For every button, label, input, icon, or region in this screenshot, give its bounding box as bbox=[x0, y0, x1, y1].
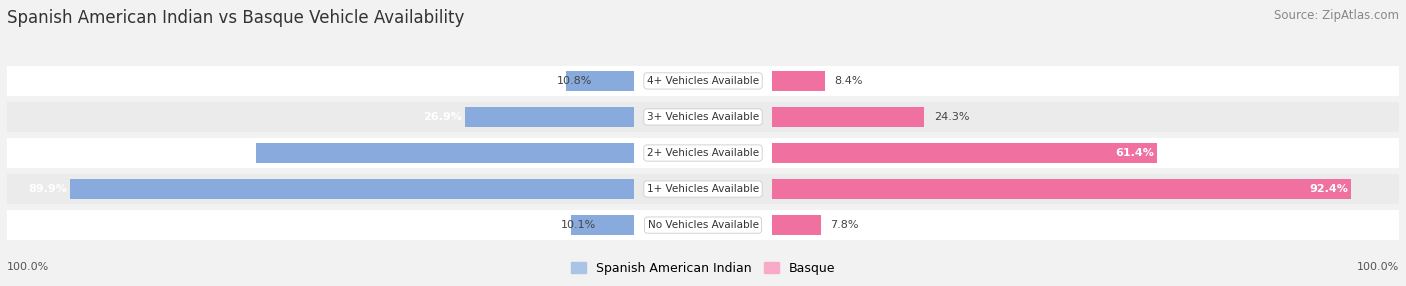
Bar bbox=[772, 71, 825, 91]
Bar bbox=[772, 210, 1399, 240]
Bar bbox=[772, 174, 1399, 204]
Bar bbox=[567, 71, 634, 91]
Bar bbox=[571, 215, 634, 235]
Bar bbox=[634, 138, 772, 168]
Bar bbox=[772, 143, 1157, 163]
Text: Spanish American Indian vs Basque Vehicle Availability: Spanish American Indian vs Basque Vehicl… bbox=[7, 9, 464, 27]
Text: 61.4%: 61.4% bbox=[1115, 148, 1154, 158]
Text: 60.3%: 60.3% bbox=[214, 148, 253, 158]
Bar bbox=[7, 210, 634, 240]
Bar bbox=[634, 102, 772, 132]
Bar bbox=[7, 174, 634, 204]
Bar bbox=[634, 174, 772, 204]
Bar bbox=[256, 143, 634, 163]
Bar bbox=[7, 66, 634, 96]
Text: No Vehicles Available: No Vehicles Available bbox=[648, 220, 758, 230]
Bar bbox=[634, 66, 772, 96]
Bar bbox=[772, 107, 924, 127]
Text: 92.4%: 92.4% bbox=[1309, 184, 1348, 194]
Text: 7.8%: 7.8% bbox=[831, 220, 859, 230]
Text: 100.0%: 100.0% bbox=[7, 262, 49, 272]
Bar bbox=[772, 138, 1399, 168]
Bar bbox=[772, 66, 1399, 96]
Bar bbox=[634, 210, 772, 240]
Text: 26.9%: 26.9% bbox=[423, 112, 463, 122]
Legend: Spanish American Indian, Basque: Spanish American Indian, Basque bbox=[565, 257, 841, 280]
Text: 100.0%: 100.0% bbox=[1357, 262, 1399, 272]
Text: 24.3%: 24.3% bbox=[934, 112, 969, 122]
Text: 10.8%: 10.8% bbox=[557, 76, 592, 86]
Text: 10.1%: 10.1% bbox=[561, 220, 596, 230]
Text: 89.9%: 89.9% bbox=[28, 184, 67, 194]
Bar bbox=[70, 179, 634, 199]
Text: 8.4%: 8.4% bbox=[834, 76, 862, 86]
Text: 4+ Vehicles Available: 4+ Vehicles Available bbox=[647, 76, 759, 86]
Text: 2+ Vehicles Available: 2+ Vehicles Available bbox=[647, 148, 759, 158]
Bar bbox=[465, 107, 634, 127]
Bar bbox=[772, 215, 821, 235]
Bar bbox=[7, 102, 634, 132]
Bar bbox=[772, 179, 1351, 199]
Text: Source: ZipAtlas.com: Source: ZipAtlas.com bbox=[1274, 9, 1399, 21]
Bar bbox=[772, 102, 1399, 132]
Bar bbox=[7, 138, 634, 168]
Text: 1+ Vehicles Available: 1+ Vehicles Available bbox=[647, 184, 759, 194]
Text: 3+ Vehicles Available: 3+ Vehicles Available bbox=[647, 112, 759, 122]
